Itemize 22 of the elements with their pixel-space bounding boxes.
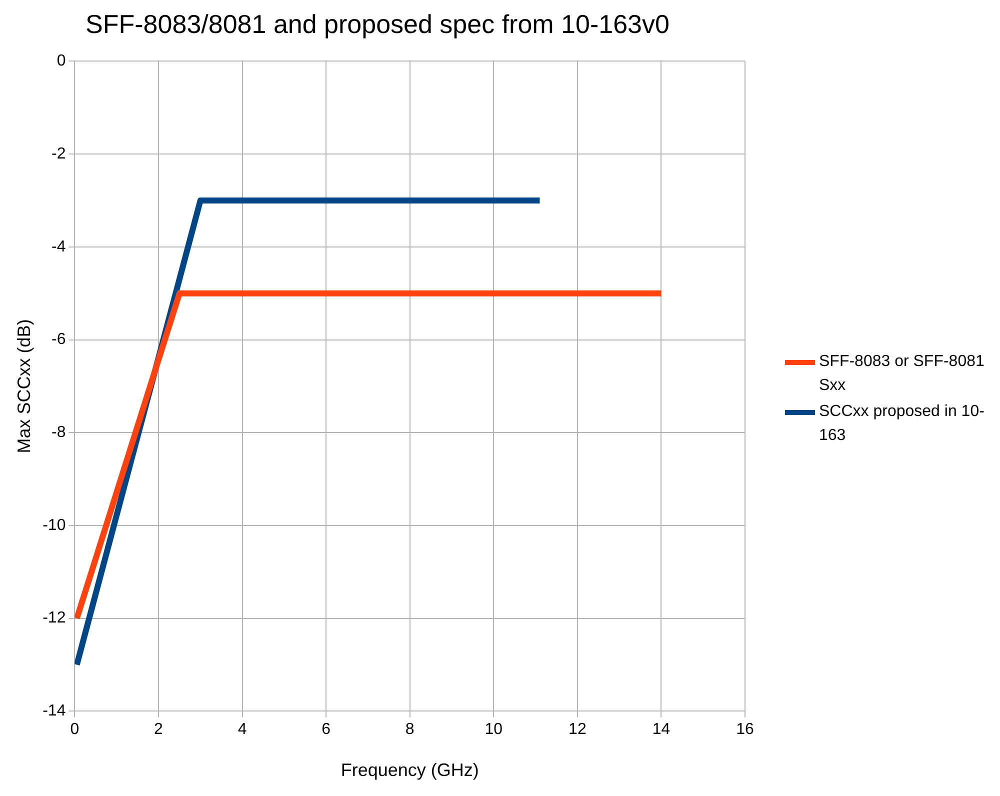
x-tick-label: 14 bbox=[652, 721, 670, 738]
x-axis-title: Frequency (GHz) bbox=[340, 760, 479, 780]
x-tick-label: 0 bbox=[70, 721, 80, 738]
x-tick-label: 4 bbox=[238, 721, 247, 738]
x-tick-label: 6 bbox=[322, 721, 331, 738]
x-tick-label: 12 bbox=[568, 721, 586, 738]
chart-title: SFF-8083/8081 and proposed spec from 10-163v0 bbox=[86, 8, 670, 39]
x-tick-label: 2 bbox=[154, 721, 164, 738]
y-tick-label: -2 bbox=[51, 145, 66, 162]
legend-label: SCCxx proposed in 10-163 bbox=[819, 402, 986, 446]
y-tick-label: 0 bbox=[56, 52, 66, 70]
legend-label: SFF-8083 or SFF-8081 Sxx bbox=[819, 352, 986, 396]
x-tick-label: 10 bbox=[484, 721, 503, 738]
y-tick-label: -6 bbox=[51, 331, 66, 348]
y-tick-label: -12 bbox=[42, 610, 66, 627]
y-tick-label: -10 bbox=[42, 516, 66, 534]
x-tick-label: 16 bbox=[736, 721, 754, 738]
y-tick-label: -8 bbox=[51, 424, 66, 442]
x-tick-label: 8 bbox=[405, 721, 414, 738]
y-axis-title: Max SCCxx (dB) bbox=[14, 319, 34, 454]
y-tick-label: -14 bbox=[42, 702, 66, 720]
y-tick-label: -4 bbox=[51, 238, 66, 256]
